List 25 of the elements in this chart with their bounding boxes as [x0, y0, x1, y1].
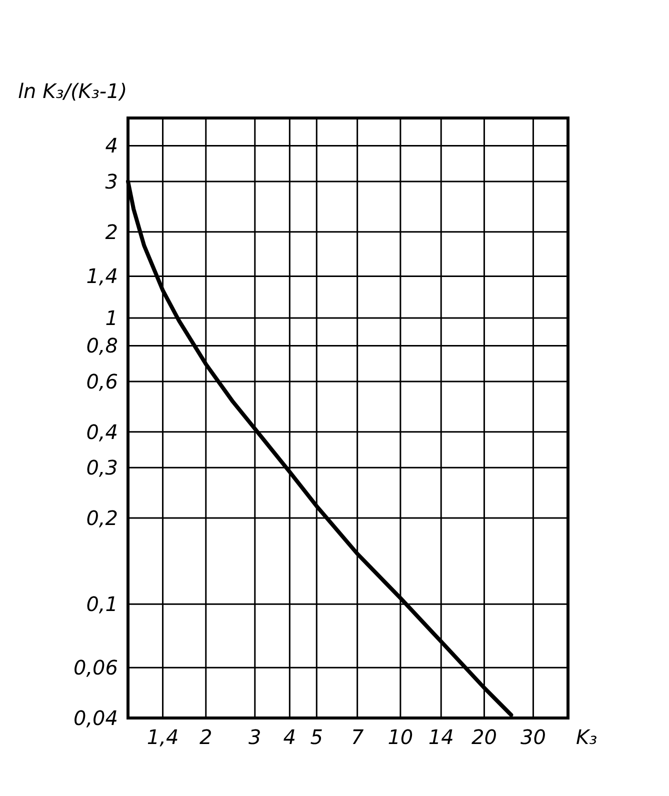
- y-tick-label: 0,1: [86, 592, 118, 616]
- x-tick-label: 2: [200, 725, 212, 749]
- x-tick-label: 10: [388, 725, 414, 749]
- y-tick-label: 1,4: [86, 264, 118, 288]
- x-tick-label: 4: [283, 725, 296, 749]
- y-tick-label: 0,04: [73, 706, 118, 730]
- x-tick-label: 5: [310, 725, 324, 749]
- y-tick-label: 0,06: [73, 656, 118, 680]
- y-tick-label: 0,4: [86, 420, 118, 444]
- y-tick-label: 3: [105, 169, 118, 194]
- x-tick-label: 7: [350, 725, 364, 749]
- y-tick-label: 0,6: [86, 369, 118, 394]
- x-tick-label: 14: [428, 725, 454, 749]
- x-axis-title: K₃: [576, 725, 598, 749]
- x-tick-label: 1,4: [146, 725, 179, 749]
- x-tick-label: 3: [248, 725, 262, 749]
- y-tick-label: 0,3: [86, 456, 118, 480]
- x-tick-label: 20: [471, 725, 497, 749]
- y-tick-label: 2: [105, 220, 118, 244]
- y-tick-label: 4: [105, 134, 118, 158]
- y-tick-label: 0,2: [86, 506, 118, 530]
- y-tick-label: 1: [105, 306, 118, 330]
- x-tick-label: 30: [520, 725, 546, 749]
- y-axis-title: ln K₃/(K₃-1): [18, 79, 128, 103]
- y-tick-label: 0,8: [86, 334, 118, 358]
